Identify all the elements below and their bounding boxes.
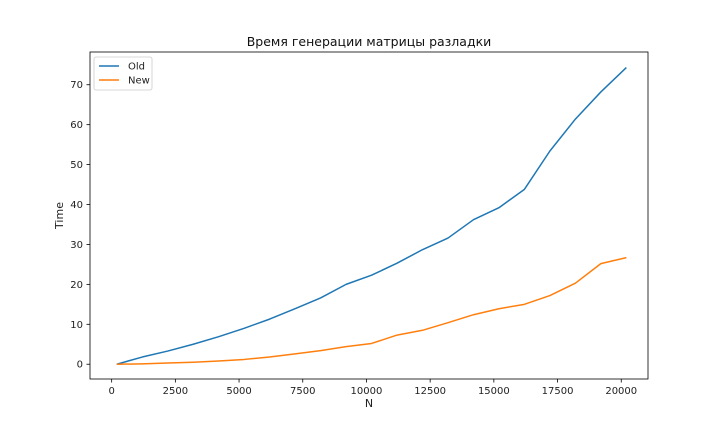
legend-label-old: Old [128, 62, 145, 73]
x-axis-ticks: 0 2500 5000 7500 10000 12500 15000 17500 20000 [108, 379, 637, 397]
x-tick-label: 12500 [414, 386, 446, 397]
series-line-old [116, 67, 627, 365]
y-tick-label: 0 [77, 360, 83, 371]
series-layer [116, 67, 627, 365]
plot-area: 0 2500 5000 7500 10000 12500 15000 17500 20000 0… [70, 51, 649, 397]
x-tick-label: 0 [108, 386, 114, 397]
plot-frame [89, 51, 649, 380]
legend: Old New [93, 56, 153, 91]
y-tick-label: 20 [70, 280, 83, 291]
x-tick-label: 2500 [163, 386, 188, 397]
x-tick-label: 10000 [351, 386, 383, 397]
y-tick-label: 70 [70, 80, 83, 91]
chart-title: Время генерации матрицы разладки [247, 34, 492, 49]
y-axis-title: Time [53, 202, 66, 230]
y-tick-label: 30 [70, 240, 83, 251]
x-tick-label: 5000 [226, 386, 251, 397]
y-tick-label: 60 [70, 120, 83, 131]
x-tick-label: 15000 [478, 386, 510, 397]
x-tick-label: 7500 [290, 386, 315, 397]
y-tick-label: 50 [70, 160, 83, 171]
y-axis-ticks: 0 10 20 30 40 50 60 70 [70, 80, 90, 371]
x-tick-label: 20000 [605, 386, 637, 397]
legend-label-new: New [128, 76, 150, 87]
y-tick-label: 10 [70, 320, 83, 331]
x-tick-label: 17500 [542, 386, 574, 397]
y-tick-label: 40 [70, 200, 83, 211]
series-line-new [116, 256, 627, 365]
x-axis-title: N [365, 397, 373, 410]
